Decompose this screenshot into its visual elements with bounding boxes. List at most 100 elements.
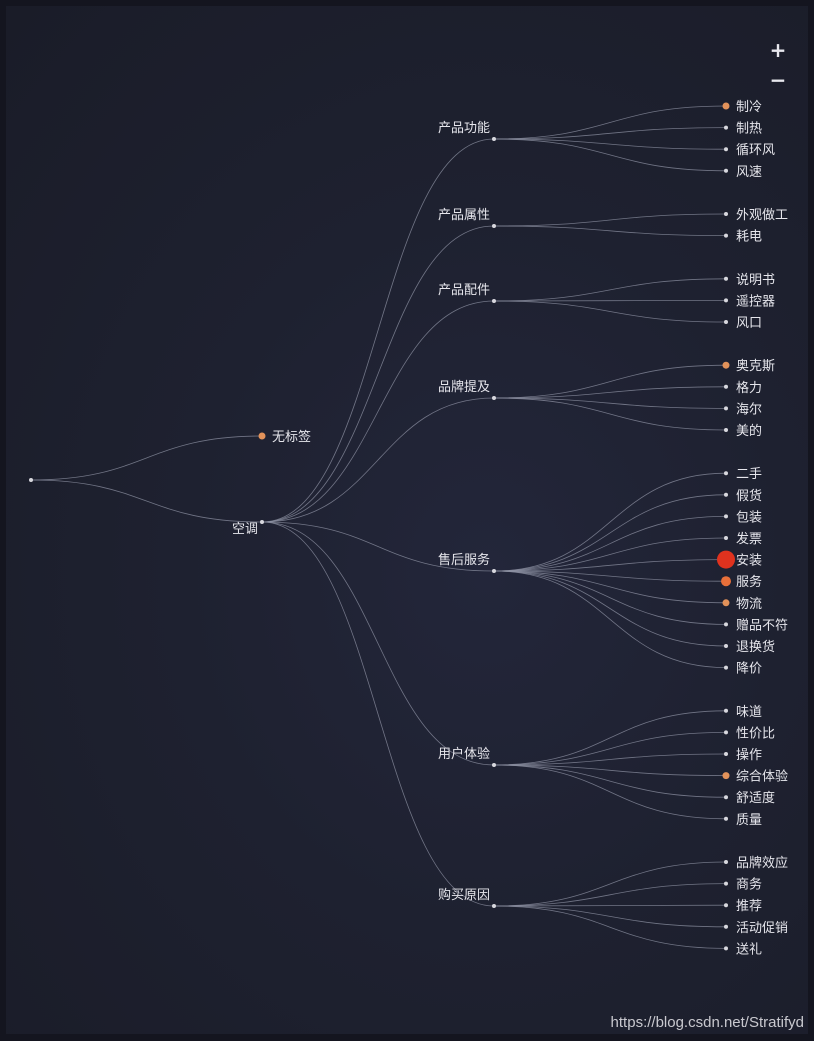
node-leaf[interactable]: 推荐 — [724, 899, 762, 914]
node-leaf-dot[interactable] — [724, 816, 728, 821]
node-leaf[interactable]: 送礼 — [724, 941, 762, 957]
link-root-aircon — [30, 479, 263, 523]
node-category[interactable]: 产品属性 — [438, 208, 496, 228]
node-leaf-dot[interactable] — [724, 471, 728, 476]
node-aircon-dot[interactable] — [260, 520, 264, 524]
node-leaf-dot[interactable] — [724, 665, 728, 670]
node-leaf[interactable]: 操作 — [724, 747, 762, 763]
node-leaf[interactable]: 舒适度 — [724, 790, 775, 806]
node-untagged-dot[interactable] — [258, 432, 266, 440]
node-leaf[interactable]: 风口 — [724, 316, 762, 331]
node-leaf-dot[interactable] — [724, 622, 728, 627]
node-leaf[interactable]: 制热 — [724, 122, 762, 137]
node-leaf-dot[interactable] — [724, 860, 728, 864]
node-leaf-dot[interactable] — [724, 233, 728, 238]
node-category[interactable]: 用户体验 — [438, 746, 496, 767]
tree-panel — [6, 6, 808, 1034]
node-category-dot[interactable] — [492, 569, 496, 573]
node-leaf[interactable]: 性价比 — [724, 726, 775, 741]
link-category-leaf — [493, 127, 727, 140]
node-leaf[interactable]: 说明书 — [724, 273, 775, 288]
node-leaf[interactable]: 赠品不符 — [724, 617, 788, 633]
node-leaf[interactable]: 美的 — [724, 423, 762, 439]
node-leaf[interactable]: 物流 — [722, 597, 763, 612]
node-leaf[interactable]: 发票 — [724, 531, 762, 547]
node-leaf-dot[interactable] — [724, 276, 728, 281]
node-leaf[interactable]: 安装 — [717, 550, 762, 569]
node-leaf-dot[interactable] — [722, 599, 730, 607]
node-leaf[interactable]: 格力 — [724, 380, 762, 396]
node-leaf[interactable]: 耗电 — [724, 230, 762, 245]
node-leaf-dot[interactable] — [722, 772, 730, 780]
node-leaf[interactable]: 活动促销 — [724, 921, 788, 936]
node-leaf-dot[interactable] — [721, 576, 731, 587]
node-leaf[interactable]: 服务 — [721, 574, 762, 590]
node-leaf-dot[interactable] — [724, 903, 728, 908]
node-leaf-dot[interactable] — [724, 708, 728, 713]
link-category-leaf — [493, 710, 727, 766]
node-leaf[interactable]: 循环风 — [724, 143, 775, 158]
node-category-dot[interactable] — [492, 763, 496, 767]
node-category[interactable]: 售后服务 — [438, 552, 496, 573]
node-leaf-dot[interactable] — [717, 550, 735, 569]
node-leaf[interactable]: 二手 — [724, 467, 762, 482]
node-leaf-dot[interactable] — [724, 514, 728, 519]
zoom-in-button[interactable]: + — [769, 38, 787, 62]
node-leaf-dot[interactable] — [724, 881, 728, 886]
node-leaf[interactable]: 假货 — [724, 488, 762, 504]
node-category-dot[interactable] — [492, 224, 496, 228]
node-leaf-dot[interactable] — [724, 492, 728, 497]
node-leaf-dot[interactable] — [724, 147, 728, 152]
node-leaf-dot[interactable] — [724, 298, 728, 303]
node-leaf-dot[interactable] — [724, 384, 728, 389]
node-category-dot[interactable] — [492, 904, 496, 908]
node-leaf-dot[interactable] — [724, 406, 728, 411]
node-category[interactable]: 购买原因 — [438, 887, 496, 908]
zoom-out-button[interactable]: − — [769, 68, 787, 92]
node-leaf-dot[interactable] — [724, 428, 728, 432]
node-leaf-dot[interactable] — [724, 946, 728, 951]
node-leaf-dot[interactable] — [724, 924, 728, 929]
node-leaf[interactable]: 外观做工 — [724, 208, 788, 223]
node-leaf[interactable]: 海尔 — [724, 402, 762, 417]
node-leaf-dot[interactable] — [724, 536, 728, 540]
node-category-dot[interactable] — [492, 299, 496, 303]
node-leaf[interactable]: 品牌效应 — [724, 855, 788, 871]
node-category[interactable]: 品牌提及 — [438, 379, 496, 400]
node-leaf-dot[interactable] — [722, 102, 730, 110]
node-leaf[interactable]: 遥控器 — [724, 294, 775, 309]
node-leaf[interactable]: 综合体验 — [722, 769, 789, 785]
node-leaf[interactable]: 奥克斯 — [722, 359, 776, 374]
node-leaf-dot[interactable] — [724, 212, 728, 216]
node-leaf-dot[interactable] — [722, 361, 730, 369]
node-category-dot[interactable] — [492, 137, 496, 141]
node-leaf[interactable]: 包装 — [724, 510, 762, 525]
root-node[interactable] — [29, 478, 33, 482]
node-leaf-dot[interactable] — [724, 752, 728, 756]
link-category-leaf — [493, 397, 727, 431]
node-leaf-dot[interactable] — [724, 795, 728, 800]
node-leaf-dot[interactable] — [724, 125, 728, 130]
node-category-dot[interactable] — [492, 396, 496, 400]
node-leaf-dot[interactable] — [724, 644, 728, 648]
node-leaf[interactable]: 降价 — [724, 662, 762, 677]
node-untagged[interactable]: 无标签 — [258, 429, 312, 445]
node-leaf[interactable]: 退换货 — [724, 639, 775, 655]
node-leaf-dot[interactable] — [724, 730, 728, 735]
node-leaf[interactable]: 味道 — [724, 705, 762, 720]
node-leaf-label: 质量 — [736, 813, 762, 828]
node-category[interactable]: 产品功能 — [438, 121, 496, 141]
node-leaf-dot[interactable] — [724, 168, 728, 173]
node-leaf-label: 说明书 — [736, 273, 775, 288]
link-category-leaf — [493, 278, 727, 302]
node-aircon[interactable]: 空调 — [232, 520, 264, 537]
link-category-leaf — [493, 905, 727, 928]
node-leaf[interactable]: 质量 — [724, 813, 762, 828]
node-leaf[interactable]: 制冷 — [722, 100, 763, 115]
node-leaf[interactable]: 风速 — [724, 165, 762, 180]
node-leaf[interactable]: 商务 — [724, 877, 762, 893]
node-leaf-dot[interactable] — [724, 320, 728, 324]
root-node-dot[interactable] — [29, 478, 33, 482]
node-leaf-label: 降价 — [736, 662, 762, 677]
node-category[interactable]: 产品配件 — [438, 283, 496, 303]
